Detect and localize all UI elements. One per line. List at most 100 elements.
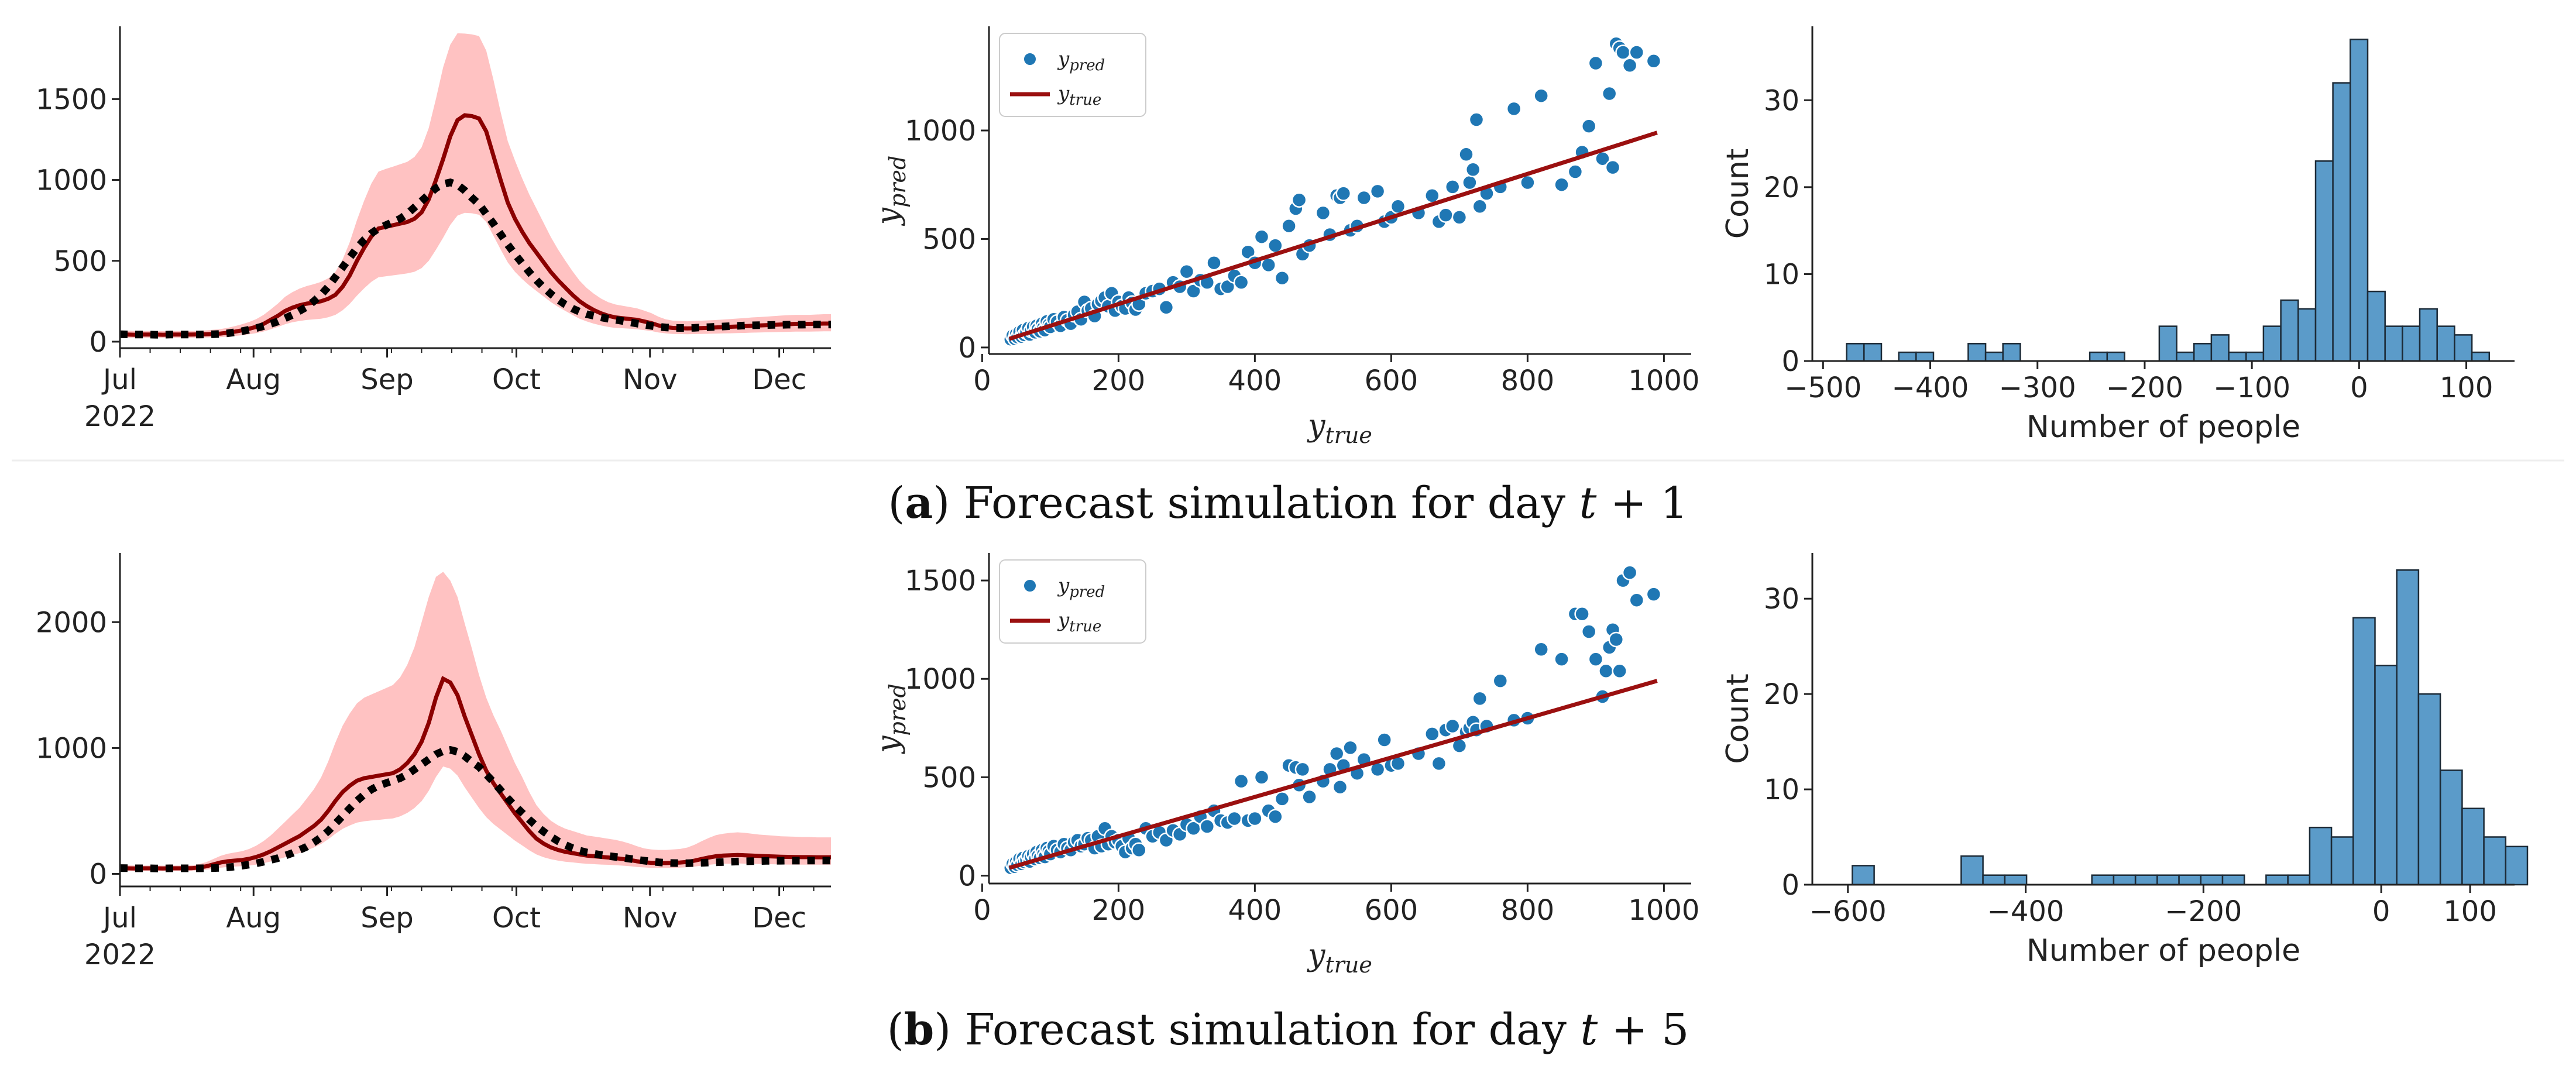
panel-b-histogram: 0 10 20 30 −600 −400 −200 0 100 Number of people C… <box>1720 553 2529 968</box>
legend-label-true: ytrue <box>1057 609 1101 635</box>
histogram-bar <box>1967 343 1987 362</box>
y-tick-label: 0 <box>958 860 976 893</box>
scatter-point <box>1581 624 1597 640</box>
scatter-point <box>1390 198 1406 215</box>
scatter-point <box>1462 174 1478 191</box>
scatter-point <box>1520 174 1536 191</box>
scatter-point <box>1622 57 1638 74</box>
legend-label-pred: ypred <box>1057 47 1105 74</box>
x-tick-label: −600 <box>1809 895 1887 928</box>
x-tick-label: −100 <box>2213 372 2290 404</box>
x-tick-label: Oct <box>492 363 541 396</box>
histogram-bar <box>1846 343 1865 362</box>
scatter-point <box>1533 641 1549 658</box>
histogram-bar <box>2419 308 2438 362</box>
scatter-point <box>1206 255 1222 271</box>
x-tick-label: 400 <box>1228 894 1282 927</box>
scatter-point <box>1301 789 1317 805</box>
scatter-point <box>1492 673 1509 689</box>
scatter-point <box>1533 88 1549 104</box>
caption-a-tail: + 1 <box>1596 478 1688 528</box>
scatter-point <box>1274 791 1290 807</box>
y-tick-label: 30 <box>1764 84 1799 117</box>
histogram-bar <box>2265 874 2289 886</box>
histogram-bar <box>2106 351 2125 362</box>
scatter-point <box>1451 209 1468 225</box>
histogram-bar <box>2280 299 2299 362</box>
x-tick-label: 0 <box>973 365 991 397</box>
histogram-bar <box>2113 874 2137 886</box>
histogram-bar <box>2262 325 2282 362</box>
histogram-bar <box>2221 874 2245 886</box>
histogram-bar <box>2454 334 2473 362</box>
histogram-bar <box>2228 351 2247 362</box>
histogram-bar <box>2396 569 2420 886</box>
legend-marker-pred <box>1023 52 1037 66</box>
scatter-point <box>1332 779 1348 795</box>
x-tick-label: 200 <box>1092 894 1146 927</box>
x-tick-label: 200 <box>1092 365 1146 397</box>
x-tick-label: −400 <box>1987 895 2065 928</box>
scatter-point <box>1438 207 1454 223</box>
scatter-point <box>1424 188 1440 204</box>
x-tick-label: 0 <box>973 894 991 927</box>
scatter-point <box>1608 631 1624 648</box>
x-tick-label: 800 <box>1501 894 1555 927</box>
x-tick-label: 100 <box>2440 372 2493 404</box>
histogram-bar <box>2287 874 2311 886</box>
histogram-bar <box>1984 351 2004 362</box>
caption-b-math: t <box>1581 1005 1598 1055</box>
caption-b-tail: + 5 <box>1598 1005 1689 1055</box>
x-axis-label: Number of people <box>2027 410 2300 445</box>
y-tick-label: 30 <box>1764 583 1799 616</box>
histogram-bar <box>2436 325 2455 362</box>
scatter-point <box>1554 651 1569 667</box>
x-axis-label: ytrue <box>1307 408 1372 448</box>
x-tick-label: Nov <box>623 902 678 934</box>
histogram-bar <box>2004 874 2028 886</box>
y-tick-label: 500 <box>922 761 976 794</box>
histogram-bar <box>2156 874 2180 886</box>
x-tick-label: Aug <box>226 363 281 396</box>
x-tick-label: Dec <box>752 363 806 396</box>
y-tick-label: 1000 <box>36 164 107 197</box>
histogram-bar <box>2352 617 2376 886</box>
scatter-point <box>1291 192 1307 208</box>
x-tick-label-year: 2022 <box>84 939 156 971</box>
scatter-point <box>1131 842 1147 858</box>
caption-a-label: a <box>905 478 933 528</box>
x-tick-label: 1000 <box>1628 365 1699 397</box>
scatter-point <box>1294 761 1311 778</box>
histogram-bar <box>2402 325 2421 362</box>
scatter-point <box>1233 773 1249 789</box>
x-tick-label: 600 <box>1365 894 1418 927</box>
caption-a-text: Forecast simulation for day <box>964 478 1579 528</box>
scatter-point <box>1622 565 1638 580</box>
histogram-bar <box>1982 874 2006 886</box>
x-tick-label: −500 <box>1784 372 1861 404</box>
scatter-point <box>1369 183 1386 200</box>
scatter-point <box>1581 118 1597 134</box>
x-tick-label: 800 <box>1501 365 1555 397</box>
identity-line <box>1008 130 1658 341</box>
histogram-bar <box>2471 351 2491 362</box>
y-tick-label: 0 <box>89 326 107 359</box>
histogram-bar <box>2200 874 2224 886</box>
x-tick-label: 1000 <box>1628 894 1699 927</box>
histogram-bar <box>2367 290 2386 362</box>
scatter-point <box>1376 732 1392 748</box>
y-tick-label: 10 <box>1764 774 1799 806</box>
scatter-point <box>1588 651 1604 667</box>
scatter-point <box>1601 85 1617 102</box>
histogram-bar <box>2461 807 2485 886</box>
scatter-point <box>1281 218 1297 234</box>
scatter-point <box>1554 177 1569 193</box>
y-tick-label: 2000 <box>36 606 107 639</box>
scatter-point <box>1328 745 1345 762</box>
scatter-point <box>1605 159 1621 176</box>
scatter-point <box>1158 300 1174 315</box>
uncertainty-band <box>120 33 831 338</box>
scatter-point <box>1444 718 1461 734</box>
identity-line <box>1008 679 1658 870</box>
